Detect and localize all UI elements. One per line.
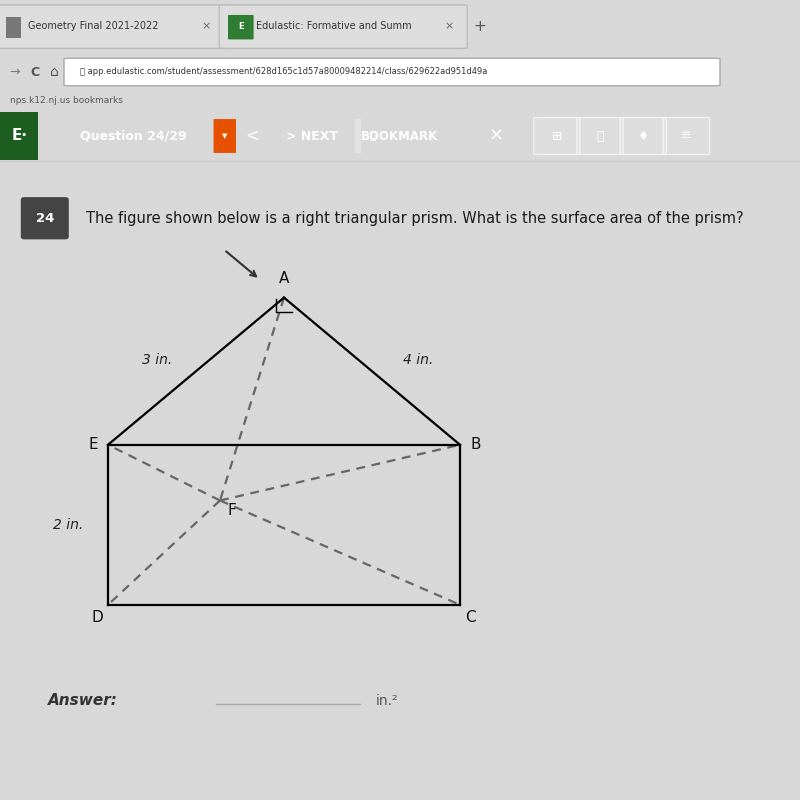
FancyBboxPatch shape [663, 118, 710, 154]
FancyBboxPatch shape [0, 5, 230, 49]
Text: 2 in.: 2 in. [53, 518, 83, 532]
FancyBboxPatch shape [214, 119, 236, 153]
FancyBboxPatch shape [64, 58, 720, 86]
Text: <: < [245, 127, 259, 145]
Text: 3 in.: 3 in. [142, 353, 173, 366]
Text: 🔍: 🔍 [596, 130, 604, 142]
Text: +: + [474, 18, 486, 34]
Text: 🔒 app.edulastic.com/student/assessment/628d165c1d57a80009482214/class/629622ad95: 🔒 app.edulastic.com/student/assessment/6… [80, 66, 487, 76]
FancyBboxPatch shape [620, 118, 666, 154]
Text: The figure shown below is a right triangular prism. What is the surface area of : The figure shown below is a right triang… [86, 210, 744, 226]
Text: →: → [10, 66, 20, 78]
Bar [0, 112, 38, 160]
Text: Answer:: Answer: [48, 694, 118, 708]
Text: in.²: in.² [376, 694, 398, 708]
Text: D: D [91, 610, 103, 625]
Text: E: E [238, 22, 244, 30]
Text: ×: × [202, 21, 211, 31]
Text: ⊞: ⊞ [551, 130, 562, 142]
Text: ×: × [489, 127, 503, 145]
Bar [6, 18, 21, 38]
Text: ▼: ▼ [222, 133, 227, 139]
FancyBboxPatch shape [355, 119, 361, 153]
Text: ⌂: ⌂ [50, 65, 58, 79]
Text: ≡: ≡ [681, 130, 692, 142]
Text: C: C [465, 610, 476, 625]
FancyBboxPatch shape [577, 118, 623, 154]
FancyBboxPatch shape [21, 197, 69, 239]
Text: Geometry Final 2021-2022: Geometry Final 2021-2022 [28, 21, 158, 31]
FancyBboxPatch shape [219, 5, 467, 49]
Text: ×: × [445, 21, 454, 31]
Text: A: A [279, 271, 289, 286]
Text: 24: 24 [36, 212, 54, 225]
Text: E: E [88, 438, 98, 452]
Text: > NEXT: > NEXT [286, 130, 338, 142]
FancyBboxPatch shape [228, 15, 254, 39]
Text: BOOKMARK: BOOKMARK [362, 130, 438, 142]
Text: ♦: ♦ [638, 130, 649, 142]
Text: 4 in.: 4 in. [403, 353, 434, 366]
Text: C: C [30, 66, 39, 78]
Text: B: B [470, 438, 481, 452]
Text: F: F [228, 502, 237, 518]
Text: nps.k12.nj.us bookmarks: nps.k12.nj.us bookmarks [10, 96, 122, 106]
Text: Edulastic: Formative and Summ: Edulastic: Formative and Summ [256, 21, 412, 31]
FancyBboxPatch shape [534, 118, 580, 154]
Text: 🔖: 🔖 [370, 131, 376, 141]
Text: Question 24/29: Question 24/29 [80, 130, 186, 142]
Text: E·: E· [11, 129, 27, 143]
